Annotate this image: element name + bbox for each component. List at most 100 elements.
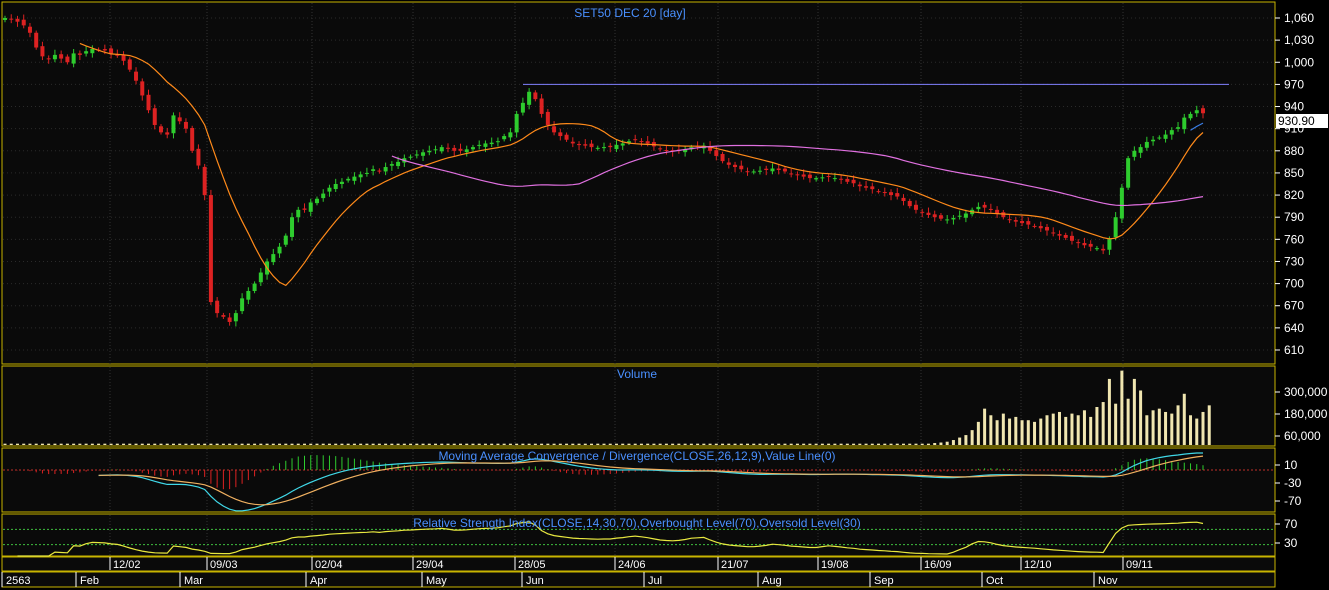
candle-body <box>1157 137 1162 139</box>
price-panel[interactable] <box>1 1 1276 365</box>
candle-body <box>46 58 51 60</box>
volume-bar <box>958 437 962 445</box>
candle-body <box>84 51 89 54</box>
candle-body <box>277 246 282 254</box>
volume-bar <box>97 443 101 445</box>
candle-body <box>408 156 413 158</box>
candle-body <box>90 48 95 54</box>
candle-body <box>246 290 251 300</box>
volume-bar <box>215 443 219 445</box>
candle-body <box>520 102 525 113</box>
candle-body <box>227 317 232 322</box>
candle-body <box>71 53 76 64</box>
volume-bar <box>1076 415 1080 445</box>
candle-body <box>34 32 39 48</box>
candle-body <box>165 132 170 135</box>
volume-bar <box>134 443 138 445</box>
price-tick-label: 640 <box>1284 321 1304 335</box>
volume-bar <box>377 443 381 445</box>
last-price-label: 930.90 <box>1278 114 1315 128</box>
candle-body <box>795 174 800 176</box>
volume-bar <box>346 443 350 445</box>
candle-body <box>602 147 606 149</box>
week-label: 16/09 <box>924 559 952 571</box>
volume-bar <box>452 443 456 445</box>
week-label: 19/08 <box>821 559 849 571</box>
volume-bar <box>109 443 113 445</box>
rsi-line <box>17 521 1204 557</box>
volume-bar <box>153 443 157 445</box>
candle-body <box>146 94 151 111</box>
candle-body <box>626 141 631 143</box>
volume-bar <box>265 443 269 445</box>
volume-bar <box>1051 413 1055 445</box>
candle-body <box>789 173 794 175</box>
candle-body <box>134 71 139 81</box>
month-label: Jun <box>526 575 544 587</box>
price-tick-label: 940 <box>1284 100 1304 114</box>
volume-bar <box>664 443 668 445</box>
volume-bar <box>920 443 924 445</box>
candle-body <box>514 113 519 133</box>
volume-bar <box>602 443 606 445</box>
volume-bar <box>1107 378 1111 445</box>
macd-panel[interactable] <box>1 447 1276 513</box>
volume-bar <box>496 443 500 445</box>
volume-bar <box>752 443 756 445</box>
last-price-marker <box>1276 114 1328 128</box>
volume-bar <box>415 443 419 445</box>
volume-bar <box>284 443 288 445</box>
candle-body <box>995 209 1000 214</box>
volume-bar <box>565 443 569 445</box>
candle-body <box>558 132 563 137</box>
volume-bar <box>334 443 338 445</box>
volume-bar <box>571 443 575 445</box>
volume-bar <box>521 443 525 445</box>
volume-bar <box>883 443 887 445</box>
volume-bar <box>203 443 207 445</box>
volume-bar <box>733 443 737 445</box>
volume-bar <box>3 443 7 445</box>
candle-body <box>907 200 912 207</box>
candle-body <box>3 18 7 20</box>
rsi-panel[interactable] <box>1 513 1276 557</box>
volume-bar <box>802 443 806 445</box>
candlestick-series[interactable] <box>3 14 1229 327</box>
volume-bar <box>1095 407 1099 445</box>
candle-body <box>202 166 207 196</box>
volume-bar <box>558 443 562 445</box>
volume-bar <box>696 443 700 445</box>
volume-bar <box>596 443 600 445</box>
volume-panel[interactable] <box>1 365 1276 447</box>
candle-body <box>807 174 812 179</box>
candle-body <box>920 211 925 213</box>
candle-body <box>527 91 532 105</box>
week-label: 12/02 <box>113 559 141 571</box>
volume-bar <box>171 443 175 445</box>
candle-body <box>1101 248 1106 251</box>
volume-bar <box>870 443 874 445</box>
volume-bar <box>15 443 19 445</box>
volume-bar <box>1145 415 1149 445</box>
candle-body <box>938 215 943 219</box>
candle-body <box>258 272 263 283</box>
volume-bar <box>1114 403 1118 445</box>
volume-bar <box>814 443 818 445</box>
volume-bar <box>1182 393 1186 445</box>
candle-body <box>333 184 338 190</box>
candle-body <box>1201 108 1205 114</box>
volume-bar <box>820 443 824 445</box>
candle-body <box>595 147 600 149</box>
volume-bar <box>858 443 862 445</box>
week-label: 12/10 <box>1024 559 1052 571</box>
candle-body <box>1144 141 1149 148</box>
volume-bar <box>989 415 993 445</box>
candle-body <box>1151 139 1156 142</box>
volume-bar <box>646 443 650 445</box>
candle-body <box>814 178 819 180</box>
month-label: Sep <box>874 575 894 587</box>
volume-bar <box>621 443 625 445</box>
candle-body <box>489 142 494 145</box>
candle-body <box>171 115 176 134</box>
